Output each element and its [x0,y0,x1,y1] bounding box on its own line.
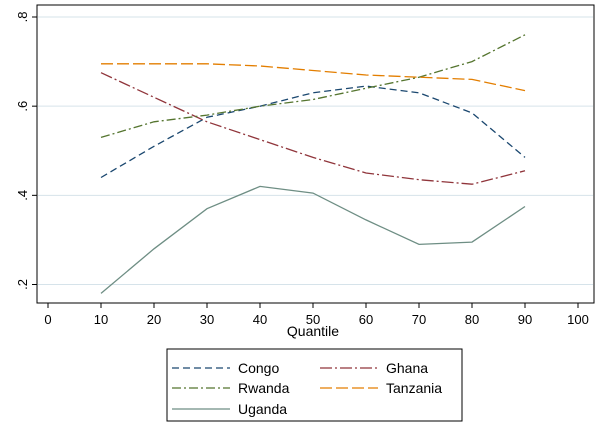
y-tick-label-3: .8 [15,12,30,23]
series-line-uganda [100,185,526,294]
y-tick-label-1: .4 [15,190,30,201]
y-tick-label-0: .2 [15,279,30,290]
y-tick-label-2: .6 [15,101,30,112]
legend-label-tanzania: Tanzania [386,380,442,396]
legend-label-ghana: Ghana [386,360,428,376]
plot-area-frame [36,4,595,304]
x-tick-label-7: 70 [412,312,426,327]
x-tick-label-8: 80 [465,312,479,327]
legend-label-uganda: Uganda [238,401,287,417]
series-line-tanzania [101,63,526,92]
legend: Congo Ghana Rwanda Tanzania Uganda [172,360,442,417]
x-tick-label-4: 40 [253,312,267,327]
series-lines [100,34,526,294]
x-axis-title: Quantile [287,323,339,339]
y-axis: .2 .4 .6 .8 [15,12,37,290]
grid-lines [38,16,593,285]
x-tick-label-0: 0 [44,312,51,327]
series-line-ghana [100,72,526,185]
series-line-congo [100,85,526,179]
x-tick-label-3: 30 [200,312,214,327]
x-tick-label-5: 50 [306,312,320,327]
series-line-rwanda [100,34,526,139]
legend-label-congo: Congo [238,360,279,376]
x-axis: 0 10 20 30 40 50 60 70 80 90 100 [44,303,589,327]
x-tick-label-9: 90 [518,312,532,327]
x-tick-label-1: 10 [94,312,108,327]
x-tick-label-10: 100 [567,312,589,327]
x-tick-label-2: 20 [147,312,161,327]
legend-label-rwanda: Rwanda [238,380,290,396]
x-tick-label-6: 60 [359,312,373,327]
